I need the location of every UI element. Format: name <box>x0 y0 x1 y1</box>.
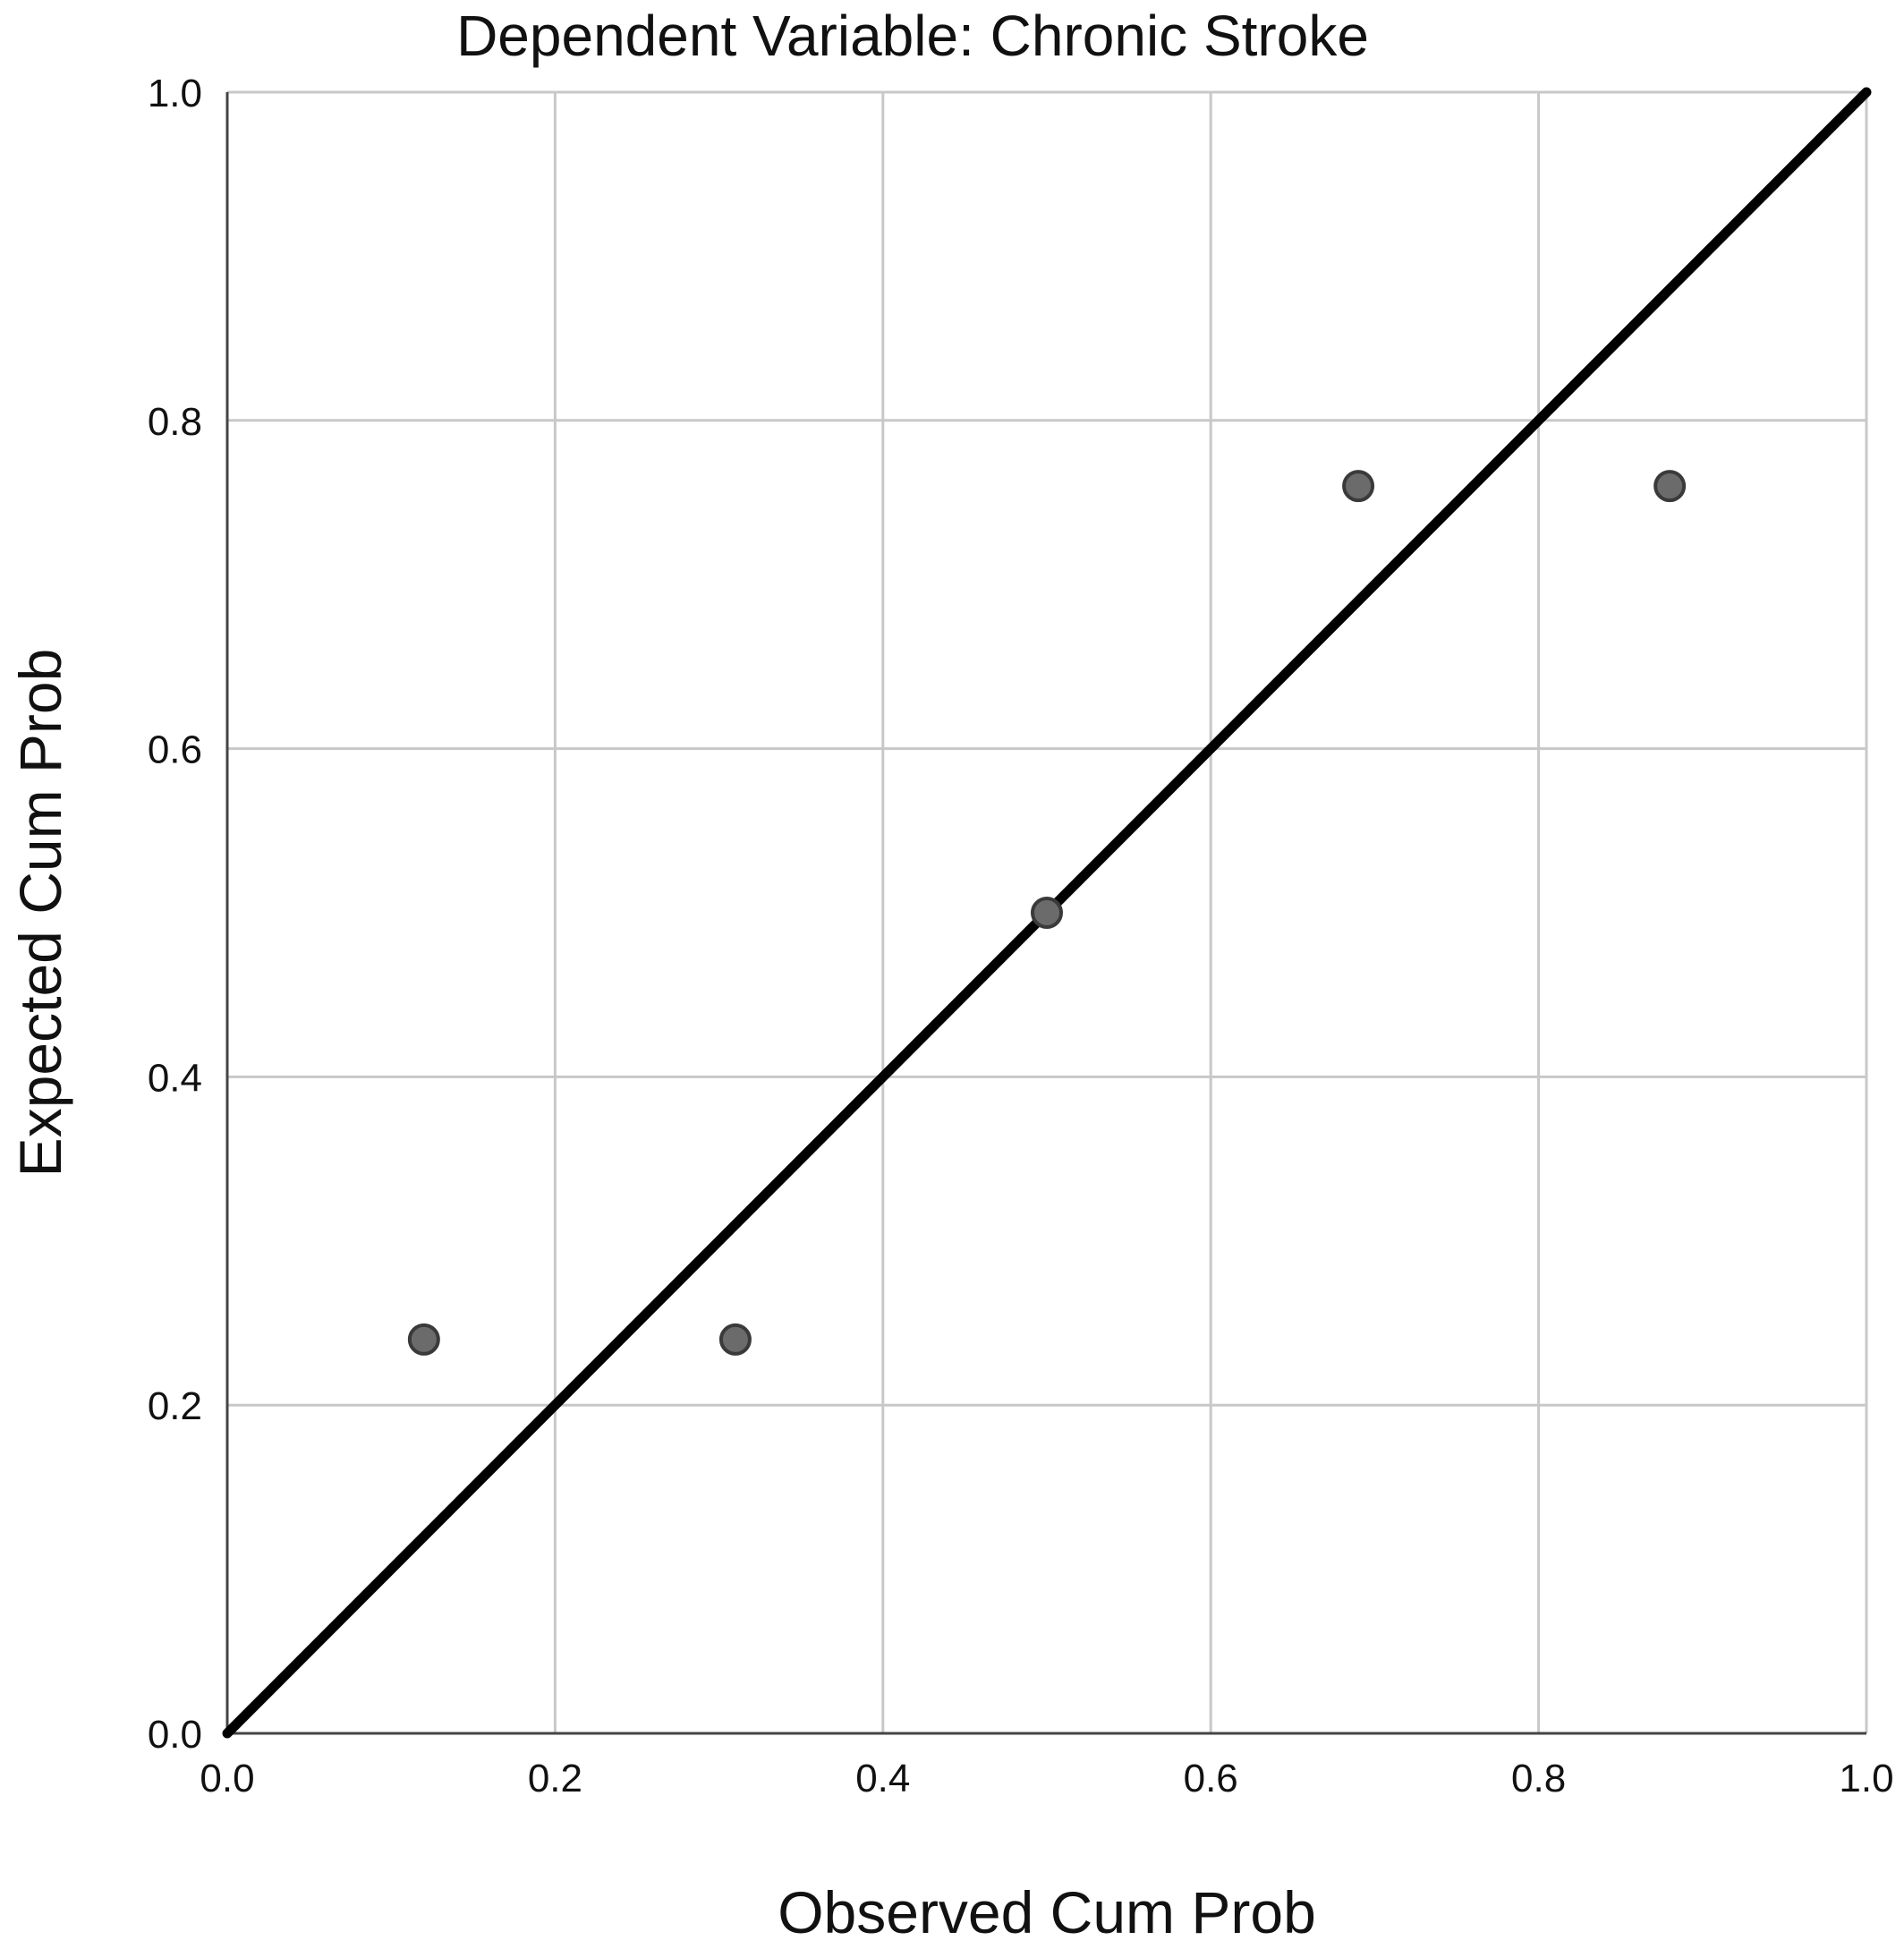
data-point <box>407 1323 440 1356</box>
data-point <box>718 1323 752 1356</box>
y-tick-label: 0.4 <box>148 1056 202 1100</box>
x-tick-label: 0.2 <box>528 1757 582 1800</box>
x-tick-label: 0.6 <box>1184 1757 1238 1800</box>
y-tick-label: 1.0 <box>148 72 202 115</box>
x-tick-label: 0.8 <box>1511 1757 1566 1800</box>
y-tick-label: 0.8 <box>148 400 202 444</box>
tick-labels: 0.0 0.2 0.4 0.6 0.8 1.0 0.0 0.2 0.4 0.6 0.8 1.0 <box>148 72 1894 1800</box>
y-axis-title: Expected Cum Prob <box>7 649 73 1178</box>
x-tick-label: 1.0 <box>1839 1757 1893 1800</box>
gridlines <box>227 90 1868 1733</box>
data-point <box>1653 470 1687 503</box>
axes <box>225 92 1866 1735</box>
x-tick-label: 0.4 <box>855 1757 910 1800</box>
y-tick-label: 0.6 <box>148 728 202 772</box>
x-tick-label: 0.0 <box>200 1757 254 1800</box>
x-axis-title: Observed Cum Prob <box>778 1879 1316 1945</box>
y-tick-label: 0.2 <box>148 1384 202 1428</box>
data-points <box>407 470 1687 1356</box>
chart-title: Dependent Variable: Chronic Stroke <box>456 4 1369 68</box>
data-point <box>1342 470 1375 503</box>
y-tick-label: 0.0 <box>148 1713 202 1757</box>
data-point <box>1031 897 1063 929</box>
